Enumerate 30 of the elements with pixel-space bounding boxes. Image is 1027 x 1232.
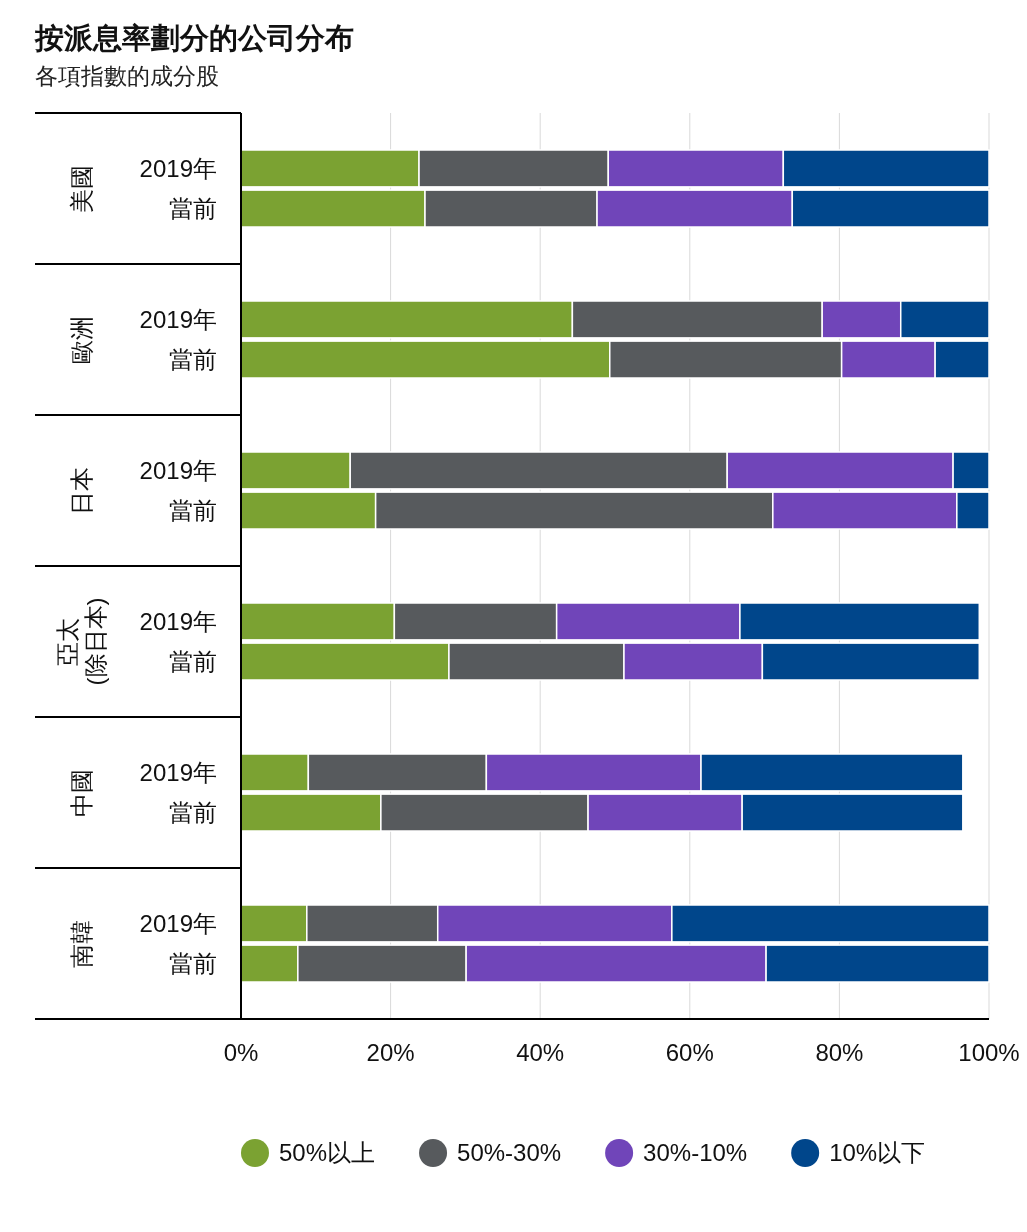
legend-label: 10%以下: [829, 1139, 926, 1167]
legend-label: 50%以上: [279, 1139, 376, 1167]
y-tick-label: 當前: [169, 496, 217, 524]
y-tick-label: 2019年: [139, 456, 217, 484]
y-tick-label: 當前: [169, 345, 217, 373]
y-axis-title: 南韓: [68, 919, 96, 968]
legend-label: 30%-10%: [643, 1139, 748, 1167]
y-axis-title: 亞太 (除日本): [54, 597, 110, 686]
x-tick-label: 40%: [516, 1039, 565, 1066]
y-tick-label: 2019年: [139, 909, 217, 937]
chart-subtitle: 各項指數的成分股: [35, 63, 219, 89]
x-tick-label: 80%: [815, 1039, 864, 1066]
y-tick-label: 2019年: [139, 305, 217, 333]
x-tick-label: 20%: [366, 1039, 415, 1066]
y-axis-title: 美國: [68, 164, 96, 213]
x-tick-label: 60%: [665, 1039, 714, 1066]
y-axis-title: 歐洲: [68, 315, 96, 364]
y-tick-label: 當前: [169, 798, 217, 826]
x-tick-label: 0%: [223, 1039, 259, 1066]
y-tick-label: 2019年: [139, 154, 217, 182]
y-axis-title: 日本: [68, 466, 96, 515]
y-tick-label: 2019年: [139, 758, 217, 786]
y-tick-label: 當前: [169, 949, 217, 977]
legend-label: 50%-30%: [457, 1139, 562, 1167]
y-tick-label: 當前: [169, 194, 217, 222]
x-tick-label: 100%: [958, 1039, 1020, 1066]
chart-title: 按派息率劃分的公司分布: [34, 22, 354, 54]
y-tick-label: 當前: [169, 647, 217, 675]
y-tick-label: 2019年: [139, 607, 217, 635]
y-axis-title: 中國: [68, 768, 96, 817]
